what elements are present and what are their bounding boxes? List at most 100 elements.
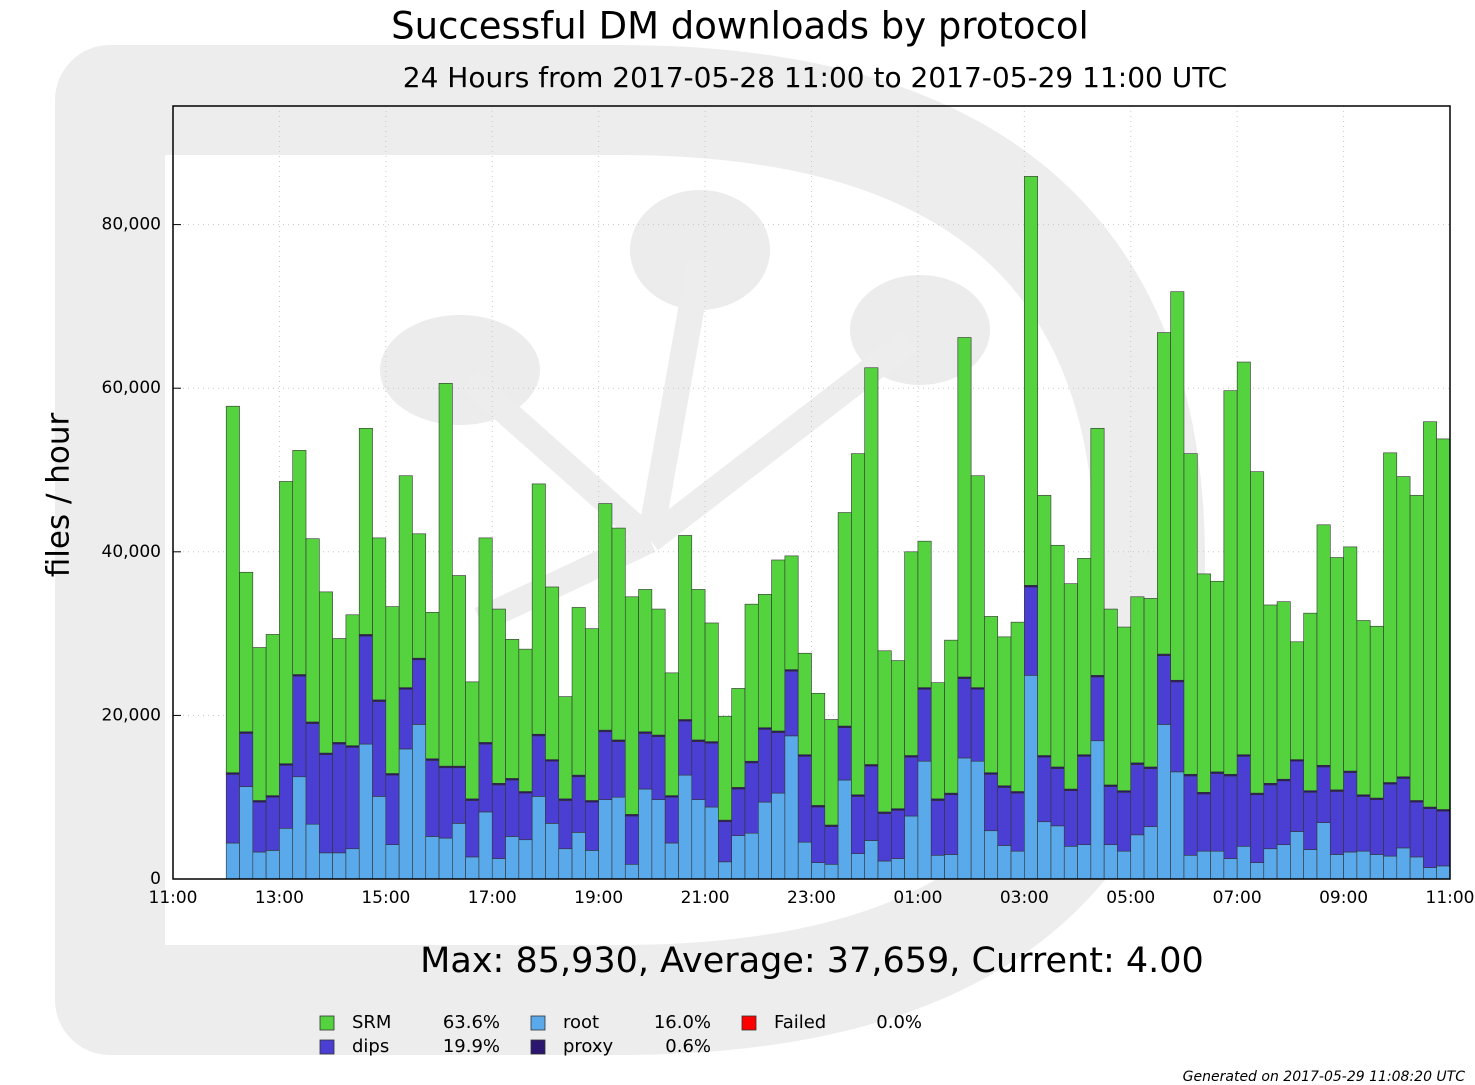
plot-area: 020,00040,00060,00080,00011:0013:0015:00… [102, 106, 1475, 908]
bar-segment [1237, 756, 1250, 846]
bar-segment [386, 845, 399, 879]
bar-segment [705, 807, 718, 879]
bar-segment [1437, 866, 1450, 879]
bar-segment [519, 793, 532, 840]
bar-segment [1064, 584, 1077, 789]
bar-segment [612, 528, 625, 740]
bar-segment [1344, 547, 1357, 771]
bar-segment [346, 849, 359, 879]
bar-segment [1330, 791, 1343, 854]
bar-segment [306, 724, 319, 825]
bar-segment [905, 816, 918, 879]
bar-segment [599, 732, 612, 800]
bar-segment [984, 774, 997, 830]
bar-segment [1144, 827, 1157, 879]
bar-segment [293, 450, 306, 674]
bar-segment [399, 749, 412, 879]
bar-segment [931, 855, 944, 879]
bar-segment [1237, 846, 1250, 879]
bar-segment [319, 592, 332, 753]
bar-segment [891, 810, 904, 858]
bar-segment [293, 676, 306, 777]
bar-segment [1051, 826, 1064, 879]
bar-segment [1117, 851, 1130, 879]
bar-segment [1144, 769, 1157, 827]
bar-segment [1117, 792, 1130, 851]
bar-segment [466, 857, 479, 879]
bar-segment [891, 859, 904, 879]
bar-segment [1357, 621, 1370, 795]
bar-segment [1344, 852, 1357, 879]
bar-segment [1104, 787, 1117, 845]
bar-segment [1184, 776, 1197, 855]
bar-segment [1144, 598, 1157, 767]
bar-segment [758, 802, 771, 879]
bar-segment [692, 742, 705, 800]
bar-segment [812, 693, 825, 805]
bar-segment [585, 629, 598, 801]
bar-segment [612, 742, 625, 798]
bar-segment [1237, 362, 1250, 755]
bar-segment [1330, 558, 1343, 790]
legend-share: 16.0% [654, 1012, 711, 1033]
bar-segment [253, 852, 266, 879]
bar-segment [1197, 794, 1210, 851]
x-tick-label: 23:00 [787, 888, 836, 908]
bar-segment [1064, 846, 1077, 879]
bar-segment [319, 853, 332, 879]
bar-segment [798, 842, 811, 879]
bar-segment [506, 836, 519, 879]
bar-segment [905, 552, 918, 756]
bar-segment [426, 760, 439, 836]
bar-segment [838, 780, 851, 879]
bar-segment [1211, 773, 1224, 851]
bar-segment [838, 513, 851, 726]
bar-segment [373, 538, 386, 700]
bar-segment [665, 843, 678, 879]
bar-segment [678, 721, 691, 775]
bar-segment [772, 733, 785, 794]
legend-swatch [531, 1016, 545, 1030]
bar-segment [1224, 859, 1237, 879]
bar-segment [1024, 587, 1037, 675]
bar-segment [226, 843, 239, 879]
y-tick-label: 20,000 [102, 705, 161, 725]
bar-segment [745, 833, 758, 879]
x-tick-label: 17:00 [468, 888, 517, 908]
bar-segment [306, 824, 319, 879]
bar-segment [479, 744, 492, 812]
bar-segment [772, 560, 785, 731]
bar-segment [1264, 849, 1277, 879]
bar-segment [865, 841, 878, 879]
bar-segment [1330, 854, 1343, 879]
bar-segment [240, 572, 253, 732]
bar-segment [971, 476, 984, 688]
bar-segment [998, 637, 1011, 786]
bar-segment [399, 689, 412, 749]
bar-segment [226, 774, 239, 843]
y-tick-label: 80,000 [102, 215, 161, 235]
bar-segment [905, 757, 918, 816]
bar-segment [758, 594, 771, 727]
bar-segment [1078, 845, 1091, 879]
bar-segment [851, 854, 864, 879]
bar-segment [359, 744, 372, 879]
bar-segment [1038, 757, 1051, 822]
bar-segment [798, 653, 811, 754]
bar-segment [785, 736, 798, 879]
bar-segment [878, 651, 891, 812]
bar-segment [732, 688, 745, 787]
bar-segment [426, 612, 439, 758]
bar-segment [1051, 545, 1064, 767]
bar-segment [1104, 609, 1117, 785]
bar-segment [1277, 845, 1290, 879]
bar-segment [1304, 850, 1317, 879]
bar-segment [412, 660, 425, 725]
bar-segment [240, 787, 253, 879]
bar-segment [1304, 792, 1317, 849]
bar-segment [718, 716, 731, 820]
bar-segment [559, 697, 572, 799]
bar-segment [1091, 677, 1104, 741]
bar-segment [1171, 772, 1184, 879]
bar-segment [745, 604, 758, 761]
